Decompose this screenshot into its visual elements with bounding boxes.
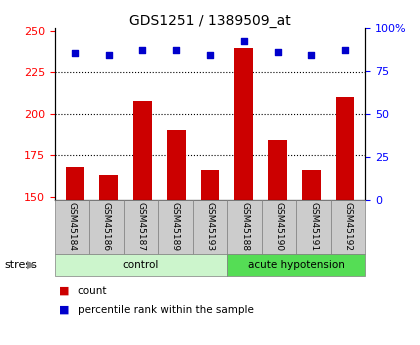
Point: [240, 39, 247, 44]
Point: [274, 49, 281, 55]
Text: GSM45192: GSM45192: [344, 202, 353, 252]
Text: percentile rank within the sample: percentile rank within the sample: [78, 305, 254, 315]
Bar: [133, 101, 152, 200]
Text: GSM45188: GSM45188: [240, 202, 249, 252]
Point: [105, 52, 112, 58]
Bar: [100, 175, 118, 200]
Point: [207, 52, 213, 58]
Point: [173, 47, 180, 53]
Bar: [302, 170, 320, 200]
Bar: [234, 48, 253, 200]
Point: [308, 52, 315, 58]
Text: GSM45193: GSM45193: [205, 202, 215, 252]
Text: ▶: ▶: [27, 260, 36, 270]
Text: GSM45184: GSM45184: [67, 202, 76, 252]
Text: GSM45189: GSM45189: [171, 202, 180, 252]
Bar: [336, 97, 354, 200]
Text: ■: ■: [59, 286, 69, 296]
Bar: [201, 170, 219, 200]
Text: stress: stress: [4, 260, 37, 270]
Point: [139, 47, 146, 53]
Text: GSM45186: GSM45186: [102, 202, 111, 252]
Text: control: control: [123, 260, 159, 270]
Text: GSM45190: GSM45190: [275, 202, 284, 252]
Text: GSM45187: GSM45187: [136, 202, 145, 252]
Text: GDS1251 / 1389509_at: GDS1251 / 1389509_at: [129, 14, 291, 28]
Point: [71, 51, 78, 56]
Bar: [66, 167, 84, 200]
Text: count: count: [78, 286, 107, 296]
Text: ■: ■: [59, 305, 69, 315]
Text: GSM45191: GSM45191: [309, 202, 318, 252]
Point: [342, 47, 349, 53]
Text: acute hypotension: acute hypotension: [248, 260, 345, 270]
Bar: [167, 130, 186, 200]
Bar: [268, 140, 287, 200]
